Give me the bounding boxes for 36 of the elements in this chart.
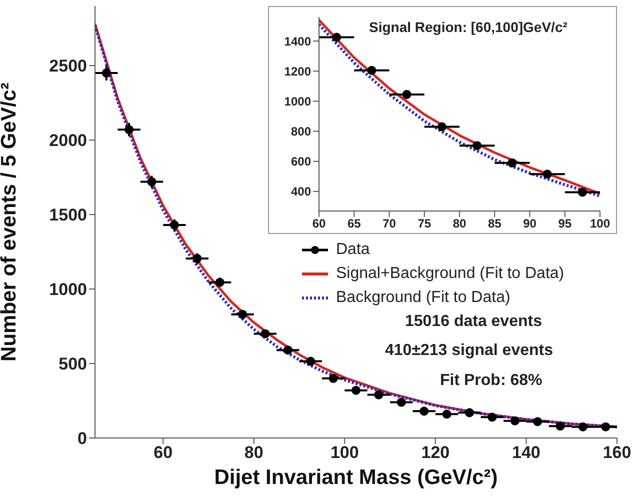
legend-label: Data xyxy=(336,240,370,260)
x-tick-label: 75 xyxy=(418,216,432,231)
x-tick-label: 60 xyxy=(312,216,326,231)
y-axis-title: Number of events / 5 GeV/c² xyxy=(0,82,20,362)
y-tick-label: 1200 xyxy=(284,64,312,78)
legend-label: Signal+Background (Fit to Data) xyxy=(336,264,564,284)
x-tick-label: 85 xyxy=(488,216,502,231)
x-tick-label: 65 xyxy=(347,216,362,231)
y-tick-label: 2000 xyxy=(49,131,87,150)
x-tick-label: 70 xyxy=(382,216,396,231)
annotation: 410±213 signal events xyxy=(385,342,553,360)
y-tick-label: 400 xyxy=(290,184,312,199)
y-tick-label: 800 xyxy=(290,124,312,139)
y-tick-label: 500 xyxy=(58,354,87,374)
x-tick-label: 60 xyxy=(154,443,173,462)
x-tick-label: 80 xyxy=(452,216,466,231)
y-tick-label: 1000 xyxy=(49,280,87,300)
x-axis-title: Dijet Invariant Mass (GeV/c²) xyxy=(214,466,498,489)
x-tick-label: 100 xyxy=(590,216,610,231)
x-tick-label: 95 xyxy=(558,216,572,231)
annotation: 15016 data events xyxy=(405,313,542,331)
y-tick-label: 2500 xyxy=(49,56,87,76)
x-tick-label: 120 xyxy=(421,443,450,462)
y-tick-label: 0 xyxy=(78,429,87,448)
legend-label: Background (Fit to Data) xyxy=(336,288,510,308)
chart-title: Signal Region: [60,100]GeV/c² xyxy=(369,19,568,35)
y-tick-label: 600 xyxy=(290,154,312,169)
x-tick-label: 80 xyxy=(244,443,264,462)
x-tick-label: 90 xyxy=(523,216,537,231)
x-tick-label: 160 xyxy=(602,443,632,462)
y-tick-label: 1000 xyxy=(284,94,312,108)
y-tick-label: 1400 xyxy=(284,34,312,48)
x-tick-label: 100 xyxy=(330,443,359,462)
y-tick-label: 1500 xyxy=(49,206,87,225)
annotation: Fit Prob: 68% xyxy=(440,372,542,390)
x-tick-label: 140 xyxy=(512,443,540,462)
